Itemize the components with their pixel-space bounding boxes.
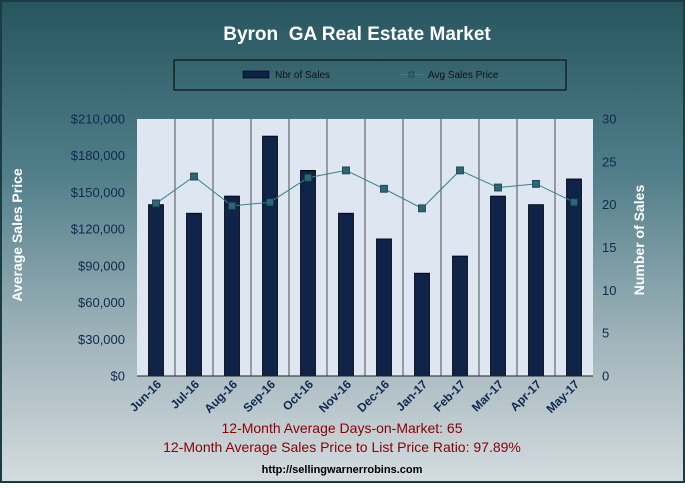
line-point	[190, 172, 198, 181]
line-point	[456, 166, 464, 175]
line-point	[418, 204, 426, 213]
bar	[490, 195, 506, 377]
bar	[224, 195, 240, 377]
line-point	[228, 201, 236, 210]
bar	[566, 178, 582, 377]
bar	[148, 204, 164, 377]
line-point	[570, 198, 578, 207]
y2-tick-label: 25	[602, 154, 616, 169]
footer-url[interactable]: http://sellingwarnerrobins.com	[262, 464, 423, 476]
bar	[452, 255, 468, 377]
y-tick-label: $120,000	[71, 222, 125, 237]
y2-tick-label: 10	[602, 283, 616, 298]
bar	[262, 135, 278, 377]
y2-tick-label: 5	[602, 326, 609, 341]
line-point	[494, 183, 502, 192]
bar	[376, 238, 392, 377]
legend-swatch-marker	[408, 71, 415, 78]
legend-swatch-bar	[242, 70, 270, 79]
line-point	[266, 198, 274, 207]
legend-label-bars: Nbr of Sales	[275, 70, 330, 81]
bar	[414, 272, 430, 377]
y-axis-right: 0 5 10 15 20 25 30	[602, 112, 616, 384]
footer-sales-ratio: 12-Month Average Sales Price to List Pri…	[163, 439, 521, 455]
legend-label-line: Avg Sales Price	[428, 70, 499, 81]
y2-tick-label: 20	[602, 197, 616, 212]
bar	[528, 204, 544, 377]
bar	[338, 212, 354, 377]
line-point	[380, 184, 388, 193]
legend: Nbr of Sales Avg Sales Price	[173, 59, 567, 91]
y-axis-label: Average Sales Price	[9, 168, 25, 302]
line-point	[532, 179, 540, 188]
line-point	[342, 166, 350, 175]
line-point	[304, 173, 312, 182]
bar	[186, 212, 202, 377]
legend-box	[173, 59, 567, 91]
y-tick-label: $210,000	[71, 112, 125, 127]
series-line	[155, 169, 575, 209]
y2-tick-label: 0	[602, 369, 609, 384]
line-point	[152, 199, 160, 208]
y-tick-label: $0	[111, 369, 125, 384]
y-tick-label: $90,000	[78, 258, 125, 273]
grid	[174, 119, 556, 376]
y-tick-label: $180,000	[71, 148, 125, 163]
y-tick-label: $60,000	[78, 295, 125, 310]
footer-days-on-market: 12-Month Average Days-on-Market: 65	[222, 420, 463, 436]
chart-title: Byron GA Real Estate Market	[223, 24, 491, 45]
y-tick-label: $150,000	[71, 185, 125, 200]
y-axis-left: $0 $30,000 $60,000 $90,000 $120,000 $150,000 $…	[71, 112, 125, 384]
y2-tick-label: 30	[602, 112, 616, 127]
y2-axis-label: Number of Sales	[631, 185, 647, 296]
line-series	[152, 166, 578, 213]
y-tick-label: $30,000	[78, 332, 125, 347]
bar-series	[148, 135, 582, 377]
bar	[300, 169, 316, 377]
y2-tick-label: 15	[602, 240, 616, 255]
